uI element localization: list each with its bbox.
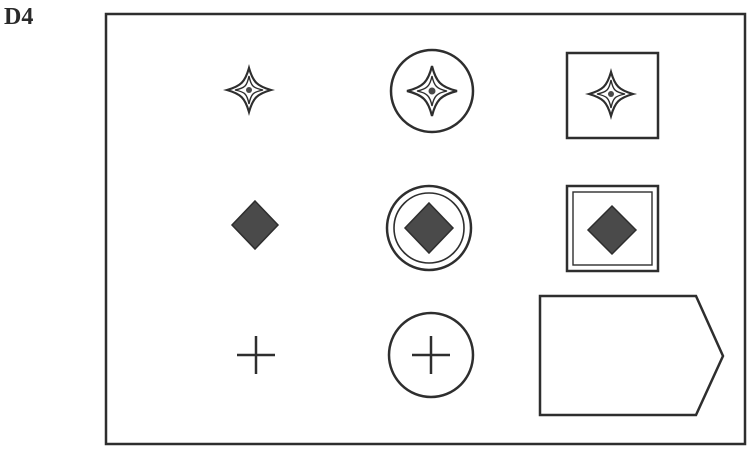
blank-answer-slot bbox=[538, 294, 725, 417]
cell-r3-c2 bbox=[387, 311, 475, 399]
inner-square-frame bbox=[572, 191, 653, 266]
puzzle-frame bbox=[104, 12, 747, 446]
circle-frame bbox=[385, 184, 473, 272]
square-frame bbox=[565, 51, 660, 140]
plus-icon bbox=[237, 336, 275, 374]
plus-icon bbox=[412, 336, 450, 374]
cell-r2-c2 bbox=[385, 184, 473, 272]
cell-r2-c1 bbox=[230, 199, 280, 251]
cell-r3-c1 bbox=[237, 336, 275, 374]
filled-diamond-icon bbox=[230, 199, 280, 251]
cell-r1-c1 bbox=[222, 63, 276, 117]
filled-diamond-icon bbox=[586, 204, 638, 256]
four-point-star-icon bbox=[222, 63, 276, 117]
circle-frame bbox=[389, 48, 475, 134]
item-label: D4 bbox=[4, 4, 34, 30]
circle-frame bbox=[387, 311, 475, 399]
filled-diamond-icon bbox=[403, 201, 455, 255]
cell-r3-c3 bbox=[538, 294, 725, 417]
inner-circle-frame bbox=[393, 192, 465, 264]
cell-r2-c3 bbox=[565, 184, 660, 273]
square-frame bbox=[565, 184, 660, 273]
four-point-star-icon bbox=[584, 67, 638, 121]
cell-r1-c3 bbox=[565, 51, 660, 140]
cell-r1-c2 bbox=[389, 48, 475, 134]
four-point-star-icon bbox=[406, 65, 458, 117]
